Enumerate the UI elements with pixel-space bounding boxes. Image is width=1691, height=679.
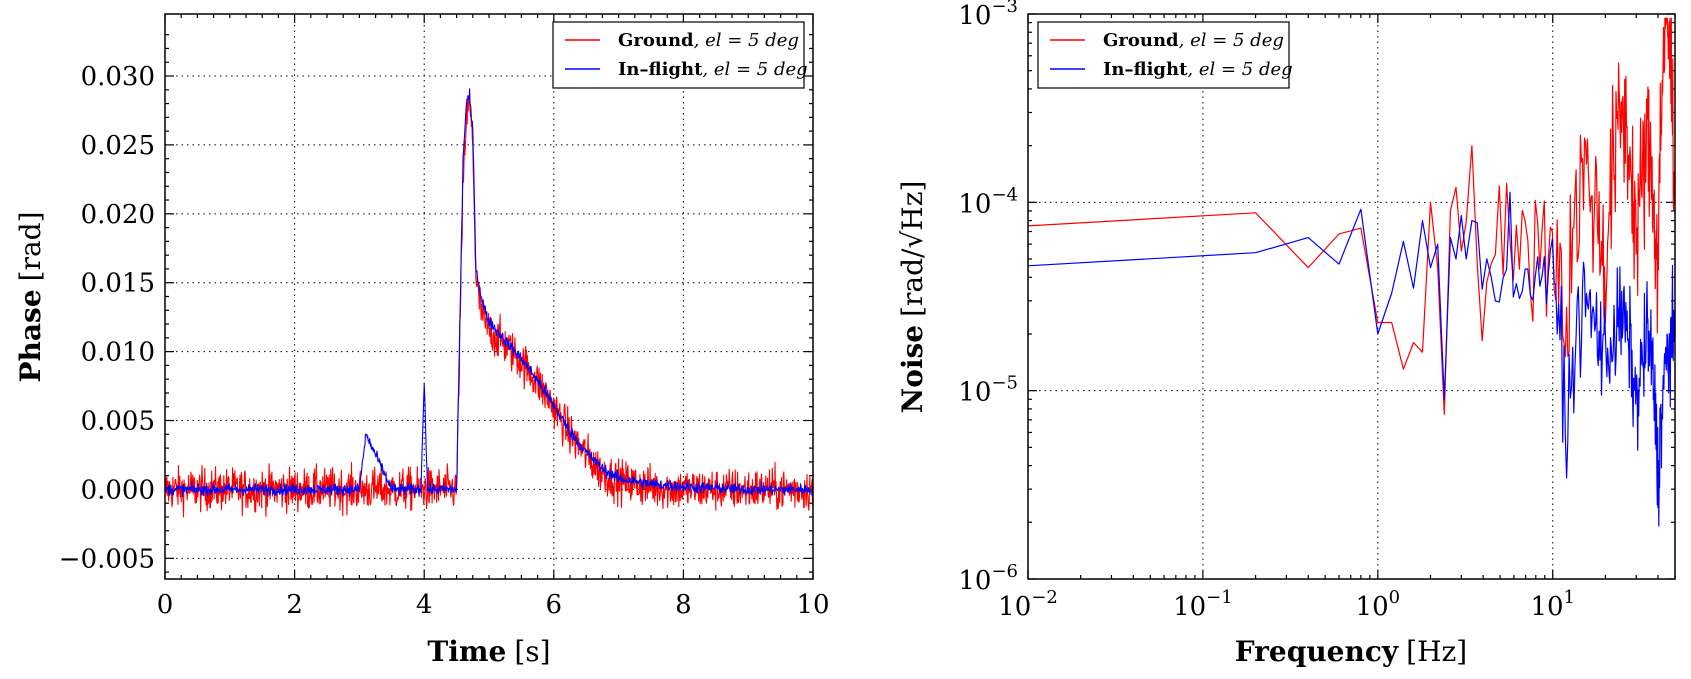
noise-legend-label-ground: Ground, el = 5 deg (1103, 30, 1284, 51)
noise-ytick-label: 10−5 (958, 373, 1018, 408)
time-ylabel-bold: Phase (14, 289, 47, 382)
time-legend-ground-name: Ground (618, 30, 694, 51)
time-xtick-label: 2 (286, 590, 303, 620)
noise-xtick-label: 100 (1356, 587, 1401, 622)
time-legend-ground-suffix: , el = 5 deg (694, 30, 799, 51)
noise-xlabel-unit: [Hz] (1406, 635, 1467, 668)
time-ytick-label: 0.005 (81, 407, 155, 437)
time-xlabel-bold: Time (427, 635, 506, 668)
noise-ytick-label: 10−3 (958, 0, 1018, 31)
noise-series-inflight (1027, 191, 1676, 527)
time-ylabel-unit: [rad] (14, 212, 47, 282)
time-legend-label-ground: Ground, el = 5 deg (618, 30, 799, 51)
time-xtick-label: 10 (796, 590, 829, 620)
noise-chart-frame (1027, 13, 1676, 580)
noise-ylabel-bold: Noise (896, 325, 929, 413)
noise-chart-grid (1028, 14, 1675, 579)
time-chart-ylabel: Phase [rad] (14, 212, 47, 383)
noise-chart-xlabel: Frequency [Hz] (1235, 635, 1467, 668)
time-chart-frame (164, 13, 814, 580)
noise-xlabel-bold: Frequency (1235, 635, 1399, 668)
noise-legend-box (1037, 21, 1290, 89)
time-legend-inflight-suffix: , el = 5 deg (702, 59, 807, 80)
time-chart-xlabel: Time [s] (427, 635, 550, 668)
noise-xtick-label: 10−2 (998, 587, 1058, 622)
time-xtick-label: 4 (416, 590, 433, 620)
noise-legend-ground-suffix: , el = 5 deg (1179, 30, 1284, 51)
time-xtick-label: 0 (157, 590, 174, 620)
noise-chart-ylabel: Noise [rad/√Hz] (896, 181, 929, 414)
noise-ytick-label: 10−6 (958, 561, 1018, 596)
time-ytick-label: 0.020 (81, 200, 155, 230)
noise-legend-inflight-suffix: , el = 5 deg (1187, 59, 1292, 80)
time-xtick-label: 8 (675, 590, 692, 620)
time-legend-label-inflight: In–flight, el = 5 deg (618, 59, 808, 80)
noise-chart-tick-labels: 10−2 10−1 100 101 10−6 10−5 10−4 10−3 (958, 0, 1575, 622)
noise-ylabel-unit: [rad/√Hz] (896, 181, 929, 317)
noise-ytick-label: 10−4 (958, 184, 1018, 219)
time-legend-box (552, 21, 805, 89)
noise-legend-ground-name: Ground (1103, 30, 1179, 51)
noise-xtick-label: 101 (1530, 587, 1575, 622)
time-ytick-label: 0.025 (81, 131, 155, 161)
time-xlabel-unit: [s] (514, 635, 550, 668)
time-chart-tick-labels: 0 2 4 6 8 10 −0.005 0.000 0.005 0.010 0.015 0.020 0.… (59, 62, 830, 620)
time-ytick-label: 0.010 (81, 338, 155, 368)
time-series-inflight (164, 88, 814, 498)
noise-chart-legend: Ground, el = 5 deg In–flight, el = 5 deg (1037, 21, 1293, 89)
time-ytick-label: −0.005 (59, 544, 155, 574)
time-series-ground (164, 92, 814, 518)
noise-legend-inflight-name: In–flight (1103, 59, 1188, 80)
time-ytick-label: 0.015 (81, 269, 155, 299)
time-ytick-label: 0.030 (81, 62, 155, 92)
noise-xtick-label: 10−1 (1173, 587, 1233, 622)
time-chart-legend: Ground, el = 5 deg In–flight, el = 5 deg (552, 21, 808, 89)
time-ytick-label: 0.000 (81, 475, 155, 505)
time-xtick-label: 6 (546, 590, 563, 620)
time-domain-chart: 0 2 4 6 8 10 −0.005 0.000 0.005 0.010 0.015 0.020 0.… (14, 13, 830, 668)
noise-legend-label-inflight: In–flight, el = 5 deg (1103, 59, 1293, 80)
noise-spectrum-chart: 10−2 10−1 100 101 10−6 10−5 10−4 10−3 Frequency… (896, 0, 1676, 668)
time-legend-inflight-name: In–flight (618, 59, 703, 80)
time-chart-series (164, 88, 814, 518)
noise-chart-series (1027, 17, 1676, 527)
